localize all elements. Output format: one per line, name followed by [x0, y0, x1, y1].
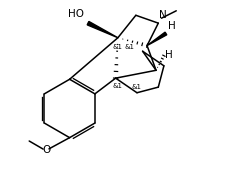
- Polygon shape: [147, 32, 167, 46]
- Text: H: H: [165, 50, 173, 60]
- Text: O: O: [42, 145, 50, 155]
- Text: &1: &1: [125, 45, 135, 50]
- Text: &1: &1: [131, 84, 141, 90]
- Text: N: N: [159, 10, 167, 20]
- Text: &1: &1: [112, 45, 122, 50]
- Text: &1: &1: [113, 83, 123, 89]
- Text: H: H: [168, 21, 175, 31]
- Text: HO: HO: [68, 9, 84, 19]
- Polygon shape: [87, 21, 118, 38]
